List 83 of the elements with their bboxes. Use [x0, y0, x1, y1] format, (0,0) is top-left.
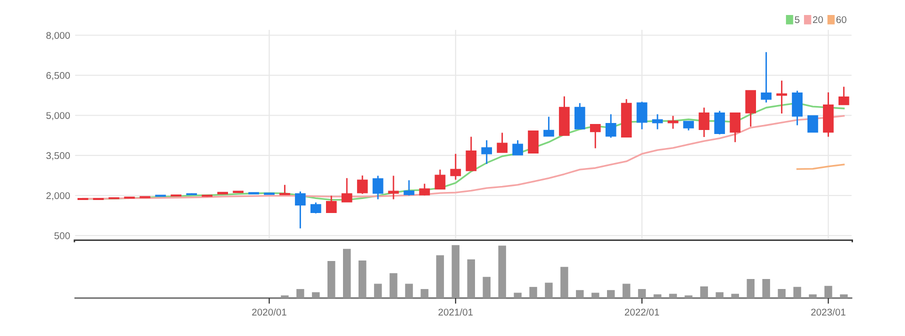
bar: [296, 289, 304, 298]
bar: [654, 294, 662, 298]
candlestick: [404, 180, 414, 196]
x-tick-label: 2022/01: [624, 308, 660, 316]
bar: [607, 290, 615, 298]
bar: [390, 273, 398, 298]
bar: [731, 294, 740, 298]
y-tick-label: 2,000: [46, 192, 70, 200]
legend-label: 20: [812, 16, 823, 24]
x-tick-label: 2023/01: [811, 308, 846, 316]
bar: [498, 246, 506, 298]
bar: [746, 278, 755, 298]
candlestick: [574, 102, 586, 130]
bar: [529, 286, 538, 298]
legend-label: 60: [836, 16, 846, 24]
bar: [358, 260, 366, 298]
candlestick: [714, 110, 725, 136]
candlestick: [543, 116, 554, 137]
bar: [778, 289, 786, 298]
bar: [560, 266, 568, 298]
bar: [793, 286, 802, 298]
bar: [436, 255, 444, 298]
candlestick: [590, 124, 601, 149]
candlestick: [466, 136, 476, 172]
bar: [840, 294, 848, 298]
bar: [452, 245, 460, 298]
candlestick: [652, 114, 663, 130]
candlestick: [606, 114, 616, 139]
bar: [420, 289, 428, 298]
bar: [669, 294, 677, 298]
bar: [576, 290, 584, 298]
bar: [684, 295, 692, 298]
y-tick-label: 3,500: [46, 152, 70, 160]
legend-label: 5: [794, 16, 800, 24]
y-tick-label: 8,000: [46, 32, 70, 40]
candlestick: [807, 115, 818, 133]
candlestick: [636, 101, 648, 130]
candlestick: [310, 202, 322, 214]
candlestick: [512, 140, 524, 156]
bar: [808, 294, 817, 298]
candlestick: [730, 112, 740, 143]
candlestick: [745, 90, 756, 128]
candlestick: [434, 168, 446, 190]
bar: [824, 286, 832, 298]
bar: [514, 292, 522, 298]
y-tick-label: 500: [54, 232, 70, 240]
bar: [591, 292, 600, 298]
y-tick-label: 6,500: [46, 72, 70, 80]
candlestick: [683, 120, 694, 132]
candlestick: [372, 175, 384, 200]
candlestick: [326, 195, 337, 214]
candlestick: [450, 153, 461, 180]
candlestick: [776, 80, 788, 114]
candlestick: [279, 184, 290, 196]
bar: [405, 284, 413, 298]
bar: [700, 286, 708, 298]
candlestick: [388, 175, 399, 200]
bar: [343, 248, 351, 298]
y-tick-label: 5,000: [46, 112, 70, 120]
candlestick: [481, 140, 492, 165]
bar: [312, 292, 320, 298]
candlestick: [528, 130, 539, 154]
candlestick: [357, 174, 368, 195]
candlestick: [698, 106, 710, 138]
bar: [482, 276, 491, 298]
bar: [622, 284, 630, 298]
bar: [716, 292, 724, 298]
bar: [544, 282, 553, 298]
candlestick: [668, 115, 678, 130]
x-tick-label: 2021/01: [438, 308, 473, 316]
candlestick: [838, 86, 850, 106]
candlestick: [496, 132, 508, 154]
bar: [327, 261, 336, 298]
x-tick-label: 2020/01: [252, 308, 286, 316]
bar: [280, 295, 289, 298]
candlestick: [294, 190, 306, 230]
candlestick: [760, 51, 772, 104]
bar: [374, 284, 382, 298]
bar: [638, 289, 646, 298]
candlestick: [792, 90, 803, 126]
bar: [467, 259, 476, 298]
bar: [762, 278, 770, 298]
candlestick: [342, 177, 352, 203]
